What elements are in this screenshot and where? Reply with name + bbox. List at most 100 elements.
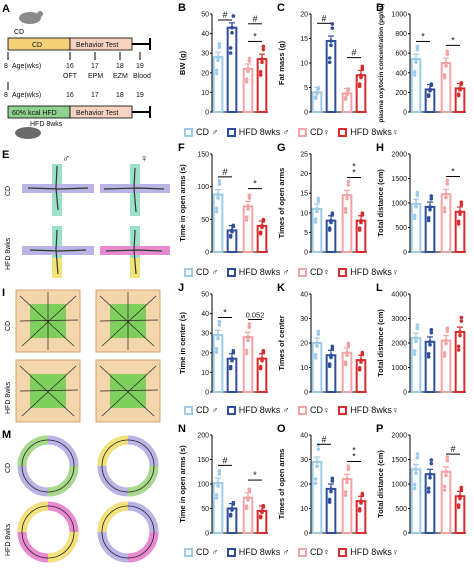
data-point: [216, 336, 220, 341]
data-point: [329, 353, 333, 358]
y-tick-label: 20: [300, 482, 308, 489]
bar: [410, 468, 422, 534]
data-point: [247, 59, 252, 63]
y-tick-label: 0: [205, 531, 209, 538]
bar: [440, 193, 452, 253]
data-point: [445, 458, 450, 463]
svg-text:19: 19: [136, 92, 144, 99]
data-point: [228, 46, 233, 50]
bar: [226, 357, 238, 393]
y-tick-label: 30: [300, 457, 308, 464]
data-point: [217, 178, 222, 183]
y-tick-label: 20: [201, 70, 209, 77]
bar: [212, 482, 224, 534]
bar: [226, 26, 238, 113]
data-point: [359, 218, 363, 223]
test-markers: 16 OFT 17 EPM 18 EZM 19 Blood: [63, 52, 151, 80]
data-point: [357, 506, 362, 511]
svg-text:OFT: OFT: [63, 73, 78, 80]
bar-chart-g: G Times of open arms 0 5 10 15 20 25 **: [277, 142, 367, 257]
row-label-hfd-i: HFD 8wks: [5, 381, 12, 414]
data-point: [258, 230, 263, 234]
bar: [226, 507, 238, 534]
bar-chart-n: N Time in open arms (s) 0 50 100 150 200 # *: [178, 423, 268, 538]
y-axis-label: Total distance (cm): [376, 309, 385, 377]
zero-maze-cd-male: [17, 435, 79, 497]
data-point: [345, 351, 349, 355]
y-tick-label: 0: [403, 531, 407, 538]
data-point: [412, 352, 417, 357]
svg-text:18: 18: [116, 63, 124, 70]
y-tick-label: 0: [205, 250, 209, 257]
age-label-bottom: Age(wks): [12, 92, 41, 99]
data-point: [429, 458, 434, 462]
data-point: [459, 81, 464, 85]
data-point: [316, 196, 321, 201]
bar: [341, 351, 353, 394]
bar: [454, 210, 466, 253]
data-point: [343, 490, 348, 494]
data-point: [429, 194, 434, 198]
y-tick-label: 5: [304, 230, 308, 237]
y-tick-label: 20: [300, 12, 308, 19]
data-point: [357, 82, 362, 86]
data-point: [429, 461, 434, 466]
data-point: [445, 178, 450, 183]
row-label-cd-m: CD: [5, 463, 12, 473]
data-point: [442, 75, 447, 80]
data-point: [315, 209, 319, 214]
data-point: [346, 179, 351, 184]
bar: [242, 205, 254, 254]
data-point: [345, 480, 349, 485]
cd-mouse-label: CD: [14, 29, 24, 36]
data-point: [458, 210, 462, 214]
y-axis-label: BW (g): [178, 50, 187, 75]
female-symbol: ♀: [140, 153, 148, 165]
data-point: [246, 338, 250, 343]
data-point: [360, 350, 365, 355]
data-point: [217, 472, 222, 476]
y-tick-label: 30: [300, 316, 308, 323]
plus-maze-cd-female: [100, 164, 170, 216]
y-axis-label: Times of open arms: [277, 449, 286, 520]
panel-label-c: C: [277, 2, 285, 14]
data-point: [244, 80, 249, 84]
y-tick-label: 10: [201, 370, 209, 377]
data-point: [426, 486, 431, 491]
bar-chart-l: L Total distance (cm) 0 1000 2000 3000 4000: [376, 282, 466, 397]
y-tick-label: 1500: [391, 176, 407, 183]
data-point: [261, 44, 266, 49]
data-point: [456, 503, 461, 507]
svg-text:EPM: EPM: [88, 73, 103, 80]
bar: [212, 56, 224, 113]
data-point: [360, 64, 365, 69]
row-label-cd-i: CD: [5, 321, 12, 331]
y-tick-label: 2000: [391, 433, 407, 440]
data-point: [429, 330, 434, 335]
data-point: [360, 211, 365, 215]
data-point: [327, 362, 332, 366]
data-point: [315, 341, 319, 345]
data-point: [214, 493, 219, 497]
data-point: [442, 209, 447, 214]
data-point: [330, 476, 335, 481]
data-point: [414, 60, 418, 65]
y-tick-label: 1000: [391, 12, 407, 19]
data-point: [313, 95, 318, 99]
hfd-mouse-label: HFD 8wks: [30, 121, 63, 128]
data-point: [244, 351, 249, 356]
panel-label-k: K: [277, 282, 285, 294]
data-point: [230, 30, 234, 35]
bar: [256, 58, 268, 113]
data-point: [442, 354, 447, 358]
data-point: [444, 341, 448, 346]
data-point: [456, 219, 461, 224]
legend-hfd-male: HFD 8wks ♂: [238, 127, 290, 137]
y-tick-label: 25: [300, 152, 308, 159]
bar-chart-b: B BW (g) 0 10 20 30 40 50 # * #: [178, 2, 268, 117]
mouse-icon-hfd: [15, 127, 41, 139]
bar: [256, 509, 268, 534]
data-point: [217, 45, 222, 50]
data-point: [244, 218, 249, 222]
y-axis-label: Time in center (s): [178, 312, 187, 374]
